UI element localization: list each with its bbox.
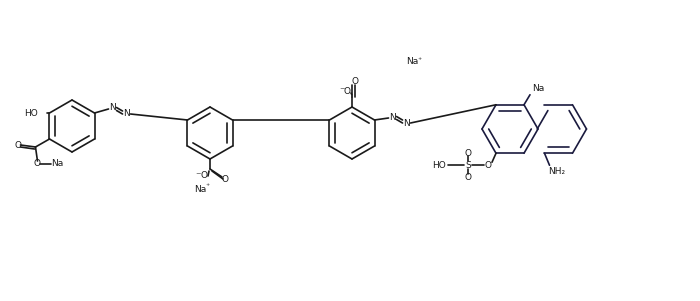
Text: Na: Na: [406, 57, 418, 67]
Text: N: N: [109, 104, 116, 113]
Text: O: O: [465, 149, 472, 158]
Text: ⁻: ⁻: [340, 86, 344, 96]
Text: N: N: [123, 110, 130, 119]
Text: HO: HO: [433, 161, 446, 170]
Text: NH₂: NH₂: [548, 167, 565, 176]
Text: ⁺: ⁺: [205, 182, 209, 191]
Text: N: N: [403, 119, 410, 128]
Text: Na: Na: [532, 84, 544, 93]
Text: ⁻: ⁻: [195, 171, 201, 181]
Text: O: O: [34, 160, 41, 169]
Text: N: N: [389, 113, 396, 122]
Text: S: S: [465, 161, 471, 170]
Text: HO: HO: [24, 108, 38, 117]
Text: O: O: [344, 88, 351, 97]
Text: Na: Na: [51, 160, 64, 169]
Text: O: O: [351, 77, 358, 86]
Text: O: O: [15, 141, 22, 150]
Text: O: O: [200, 172, 207, 181]
Text: O: O: [221, 175, 228, 185]
Text: O: O: [484, 161, 491, 170]
Text: O: O: [465, 173, 472, 182]
Text: ⁺: ⁺: [418, 55, 422, 64]
Text: Na: Na: [194, 185, 206, 194]
